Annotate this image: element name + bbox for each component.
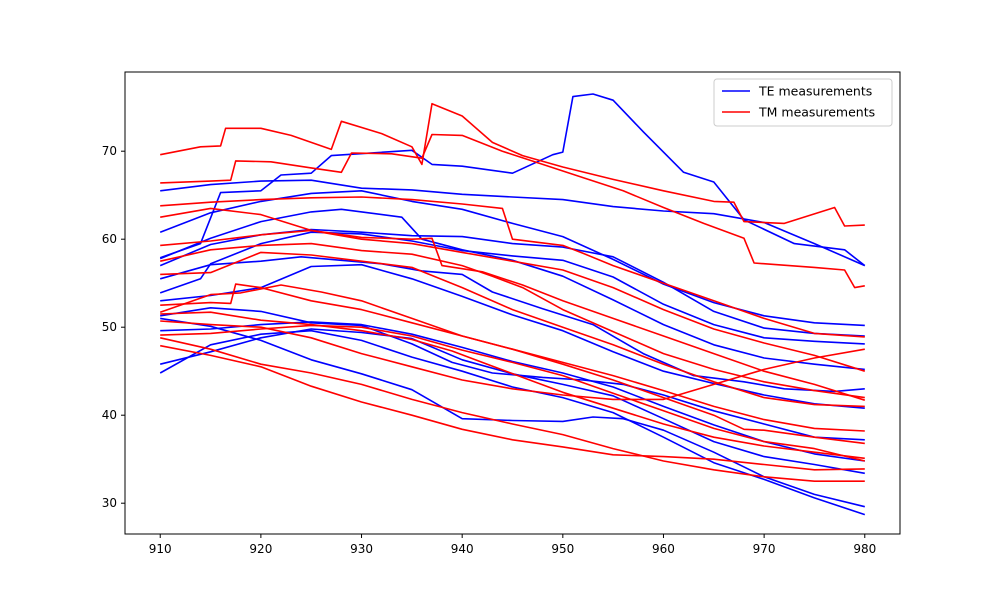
tm-series-line-20 bbox=[160, 251, 865, 408]
x-tick-label: 940 bbox=[451, 542, 474, 556]
tm-series-line-16 bbox=[160, 196, 865, 338]
te-series-line-1 bbox=[160, 179, 866, 267]
y-tick-label: 30 bbox=[102, 496, 117, 510]
x-tick-label: 950 bbox=[551, 542, 574, 556]
tm-series-line-27 bbox=[160, 320, 865, 401]
plot-frame bbox=[124, 71, 901, 535]
x-tick-label: 980 bbox=[853, 542, 876, 556]
y-tick-label: 70 bbox=[102, 144, 117, 158]
tm-series-line-24 bbox=[160, 324, 865, 462]
tm-series-line-18 bbox=[160, 229, 866, 401]
tm-series-line-19 bbox=[160, 242, 865, 399]
axes-layer: 910 920 930 940 950 960 970 980 30 40 50 60 70 bbox=[102, 71, 901, 556]
te-series-line-2 bbox=[159, 93, 866, 267]
y-tick-label: 50 bbox=[102, 320, 117, 334]
tm-series-line-17 bbox=[160, 207, 866, 372]
y-tick-label: 40 bbox=[102, 408, 117, 422]
te-series-line-10 bbox=[160, 321, 865, 462]
legend: TE measurements TM measurements bbox=[713, 78, 893, 127]
legend-box bbox=[713, 78, 893, 127]
te-series-line-6 bbox=[159, 208, 865, 371]
te-series-line-7 bbox=[159, 256, 865, 393]
tm-series-line-14 bbox=[160, 102, 865, 227]
x-tick-label: 910 bbox=[149, 542, 172, 556]
series-layer bbox=[159, 93, 866, 516]
x-tick-label: 960 bbox=[652, 542, 675, 556]
x-tick-label: 930 bbox=[350, 542, 373, 556]
y-tick-label: 60 bbox=[102, 232, 117, 246]
te-series-line-8 bbox=[160, 263, 865, 409]
legend-label: TE measurements bbox=[758, 84, 872, 99]
tm-series-line-23 bbox=[160, 311, 865, 460]
te-series-line-5 bbox=[159, 231, 865, 345]
legend-label: TM measurements bbox=[758, 105, 875, 120]
x-tick-label: 970 bbox=[753, 542, 776, 556]
tm-series-line-22 bbox=[160, 283, 865, 445]
x-tick-label: 920 bbox=[249, 542, 272, 556]
tm-series-line-15 bbox=[160, 133, 865, 289]
tm-series-line-25 bbox=[160, 337, 865, 482]
tm-series-line-26 bbox=[160, 344, 865, 471]
te-series-line-13 bbox=[160, 317, 865, 508]
